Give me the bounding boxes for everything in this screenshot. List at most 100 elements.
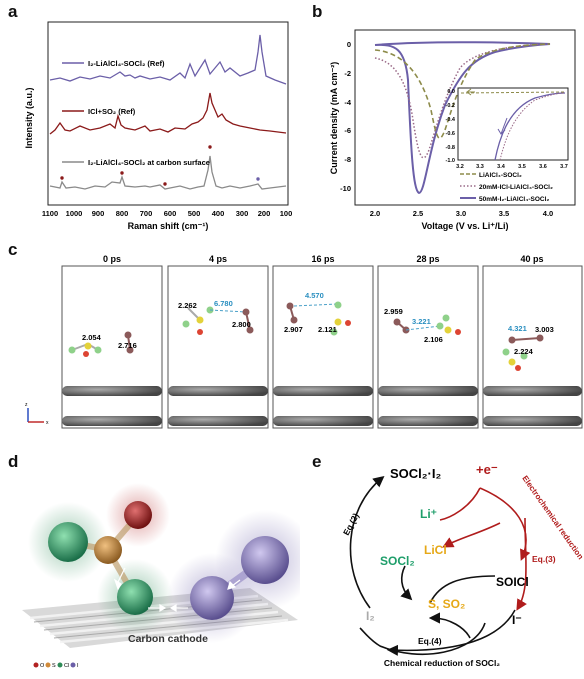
svg-text:S: S [52, 663, 56, 669]
svg-text:2.054: 2.054 [82, 333, 102, 342]
svg-text:-0.4: -0.4 [446, 117, 456, 123]
svg-text:2.716: 2.716 [118, 341, 137, 350]
raman-svg: I₂-LiAlCl₄-SOCl₂ (Ref) ICl+SO₂ (Ref) I₂-… [24, 21, 292, 231]
svg-text:1000: 1000 [66, 209, 83, 218]
arrow-sso2-soicl [429, 575, 496, 604]
label-eq4: Eq.(4) [418, 636, 442, 646]
svg-text:0.0: 0.0 [447, 89, 455, 95]
cl-atom [330, 328, 338, 336]
i-atom [241, 536, 289, 584]
cl-atom [334, 301, 342, 309]
svg-text:I: I [77, 663, 79, 669]
node-electron: +e⁻ [476, 462, 498, 477]
panel-label-e: e [312, 452, 322, 471]
svg-text:200: 200 [258, 209, 271, 218]
cv-curve-50mM-i2 [374, 41, 551, 195]
svg-text:0: 0 [347, 40, 351, 49]
arrow-to-socl2i2 [349, 475, 385, 609]
carbon-layer [483, 416, 582, 426]
svg-text:2.106: 2.106 [424, 335, 443, 344]
raman-peak-markers [60, 145, 260, 186]
cv-legend-label-1: 20mM-ICl-LiAlCl₄-SOCl₂ [479, 184, 553, 191]
cl-atom [117, 579, 153, 615]
svg-text:40 ps: 40 ps [520, 254, 543, 264]
svg-text:-1.0: -1.0 [446, 158, 455, 164]
o-atom [455, 329, 461, 335]
i-atom [290, 316, 298, 324]
molecule-frame-4: 4.321 3.003 2.224 [502, 324, 554, 371]
svg-text:2.5: 2.5 [413, 209, 423, 218]
raman-plot-frame [47, 21, 289, 206]
cv-legend-label-0: LiAlCl₄-SOCl₂ [479, 172, 522, 179]
md-frame-4 [482, 265, 583, 429]
peak-marker [163, 182, 167, 186]
legend-label-ref-icl: ICl+SO₂ (Ref) [88, 107, 136, 116]
svg-text:3.6: 3.6 [539, 164, 547, 170]
svg-text:z: z [25, 402, 28, 408]
svg-text:O: O [40, 663, 45, 669]
md-time-labels: 0 ps 4 ps 16 ps 28 ps 40 ps [103, 254, 544, 264]
svg-text:3.7: 3.7 [560, 164, 568, 170]
o-atom [345, 320, 351, 326]
svg-text:3.221: 3.221 [412, 317, 431, 326]
carbon-layer [62, 386, 162, 396]
svg-text:28 ps: 28 ps [416, 254, 439, 264]
inset-curve-baseline [460, 91, 566, 94]
node-li: Li⁺ [420, 507, 437, 521]
label-eq2: Eq.(2) [341, 511, 361, 537]
raman-chart: I₂-LiAlCl₄-SOCl₂ (Ref) ICl+SO₂ (Ref) I₂-… [0, 0, 295, 235]
arrow-to-i2 [386, 609, 516, 656]
cl-atom [68, 346, 76, 354]
i-atom [242, 308, 250, 316]
cv-xticks: 2.0 2.5 3.0 3.5 4.0 [370, 209, 553, 218]
panel-label-c: c [8, 240, 18, 259]
svg-text:4 ps: 4 ps [209, 254, 227, 264]
inset-curve-20mM [499, 92, 566, 161]
arrow-electrochem-soicl [479, 487, 531, 561]
node-socl2i2: SOCl₂·I₂ [390, 466, 442, 481]
o-atom [83, 351, 89, 357]
inset-arrow [497, 117, 508, 135]
svg-text:2.224: 2.224 [514, 347, 534, 356]
o-atom [515, 365, 521, 371]
label-electrochem: Electrochemical reduction [520, 474, 584, 561]
cv-legend-label-2: 50mM-I₂-LiAlCl₄-SOCl₂ [479, 196, 549, 203]
svg-text:4.570: 4.570 [305, 291, 324, 300]
molecule-frame-2: 4.570 2.907 2.121 [284, 291, 351, 336]
peak-marker [60, 176, 64, 180]
svg-text:900: 900 [92, 209, 105, 218]
carbon-layer [168, 386, 268, 396]
svg-text:500: 500 [188, 209, 201, 218]
cl-atom [48, 522, 88, 562]
adsorption-illustration: Carbon cathode O S Cl I [0, 460, 315, 674]
panel-label-d: d [8, 452, 19, 471]
cl-atom [182, 320, 190, 328]
carbon-cathode-caption: Carbon cathode [128, 633, 208, 645]
cv-svg: 0 -2 -4 -6 -8 -10 2.0 2.5 3.0 3.5 4.0 Cu… [329, 29, 576, 231]
svg-text:0 ps: 0 ps [103, 254, 121, 264]
svg-text:3.3: 3.3 [476, 164, 484, 170]
inset-arrow [466, 88, 475, 96]
svg-text:16 ps: 16 ps [311, 254, 334, 264]
carbon-layer [273, 416, 373, 426]
svg-text:3.5: 3.5 [518, 164, 526, 170]
svg-text:300: 300 [236, 209, 249, 218]
cv-chart: 0 -2 -4 -6 -8 -10 2.0 2.5 3.0 3.5 4.0 Cu… [295, 0, 584, 235]
legend-label-ref-i2: I₂-LiAlCl₄-SOCl₂ (Ref) [88, 59, 165, 68]
svg-text:2.262: 2.262 [178, 301, 197, 310]
peak-marker [120, 171, 124, 175]
svg-text:3.4: 3.4 [497, 164, 506, 170]
cv-curve-20mM-icl [374, 43, 551, 159]
legend-label-carbon: I₂-LiAlCl₄-SOCl₂ at carbon surface [88, 158, 210, 167]
molecule-frame-0: 2.054 2.716 [68, 331, 137, 357]
svg-text:-4: -4 [344, 98, 351, 107]
s-atom [84, 342, 92, 350]
svg-text:2.800: 2.800 [232, 320, 251, 329]
element-legend: O S Cl I [33, 662, 79, 669]
s-atom [444, 326, 452, 334]
cl-atom [520, 352, 528, 360]
md-frame-0 [61, 265, 163, 429]
svg-text:Cl: Cl [64, 663, 69, 669]
panel-label-b: b [312, 2, 323, 21]
i-atom [536, 334, 544, 342]
